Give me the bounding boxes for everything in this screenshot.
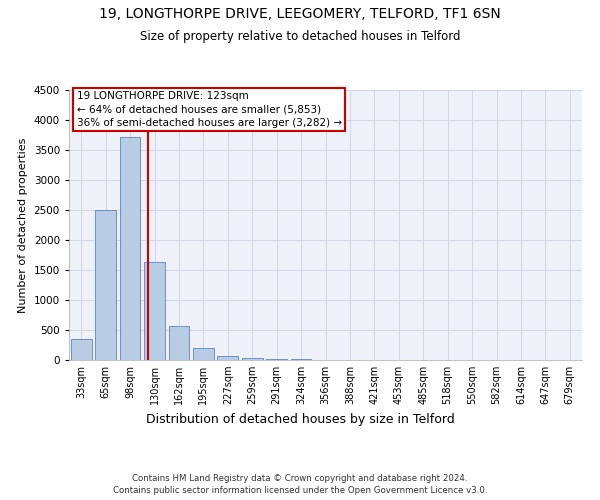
Text: Contains HM Land Registry data © Crown copyright and database right 2024.
Contai: Contains HM Land Registry data © Crown c… [113, 474, 487, 495]
Bar [169, 326, 190, 360]
Bar [193, 348, 214, 360]
Text: Distribution of detached houses by size in Telford: Distribution of detached houses by size … [146, 412, 454, 426]
Bar [71, 339, 92, 360]
Bar [144, 262, 165, 360]
Y-axis label: Number of detached properties: Number of detached properties [18, 138, 28, 312]
Bar [266, 359, 287, 360]
Bar [217, 356, 238, 360]
Text: 19 LONGTHORPE DRIVE: 123sqm
← 64% of detached houses are smaller (5,853)
36% of : 19 LONGTHORPE DRIVE: 123sqm ← 64% of det… [77, 92, 342, 128]
Text: 19, LONGTHORPE DRIVE, LEEGOMERY, TELFORD, TF1 6SN: 19, LONGTHORPE DRIVE, LEEGOMERY, TELFORD… [99, 8, 501, 22]
Text: Size of property relative to detached houses in Telford: Size of property relative to detached ho… [140, 30, 460, 43]
Bar [242, 358, 263, 360]
Bar [119, 137, 140, 360]
Bar [95, 210, 116, 360]
